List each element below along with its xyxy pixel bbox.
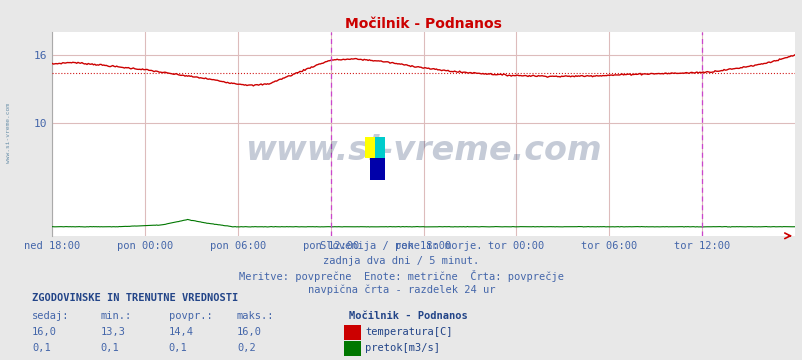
Text: 0,1: 0,1 xyxy=(100,343,119,353)
Text: 0,1: 0,1 xyxy=(32,343,51,353)
Text: ZGODOVINSKE IN TRENUTNE VREDNOSTI: ZGODOVINSKE IN TRENUTNE VREDNOSTI xyxy=(32,293,238,303)
Text: maks.:: maks.: xyxy=(237,311,274,321)
Text: navpična črta - razdelek 24 ur: navpična črta - razdelek 24 ur xyxy=(307,284,495,295)
Text: 14,4: 14,4 xyxy=(168,327,193,337)
Text: www.si-vreme.com: www.si-vreme.com xyxy=(245,134,602,167)
Bar xyxy=(370,158,385,180)
Text: temperatura[C]: temperatura[C] xyxy=(365,327,452,337)
Text: min.:: min.: xyxy=(100,311,132,321)
Text: www.si-vreme.com: www.si-vreme.com xyxy=(6,103,10,163)
Text: 0,1: 0,1 xyxy=(168,343,187,353)
Text: povpr.:: povpr.: xyxy=(168,311,212,321)
Title: Močilnik - Podnanos: Močilnik - Podnanos xyxy=(345,17,501,31)
Text: Slovenija / reke in morje.: Slovenija / reke in morje. xyxy=(320,241,482,251)
Text: 16,0: 16,0 xyxy=(32,327,57,337)
Text: Močilnik - Podnanos: Močilnik - Podnanos xyxy=(349,311,468,321)
Text: 13,3: 13,3 xyxy=(100,327,125,337)
Text: pretok[m3/s]: pretok[m3/s] xyxy=(365,343,439,353)
Text: 0,2: 0,2 xyxy=(237,343,255,353)
Text: Meritve: povprečne  Enote: metrične  Črta: povprečje: Meritve: povprečne Enote: metrične Črta:… xyxy=(239,270,563,282)
Text: zadnja dva dni / 5 minut.: zadnja dva dni / 5 minut. xyxy=(323,256,479,266)
Bar xyxy=(375,137,385,158)
Bar xyxy=(365,137,375,158)
Text: sedaj:: sedaj: xyxy=(32,311,70,321)
Text: 16,0: 16,0 xyxy=(237,327,261,337)
